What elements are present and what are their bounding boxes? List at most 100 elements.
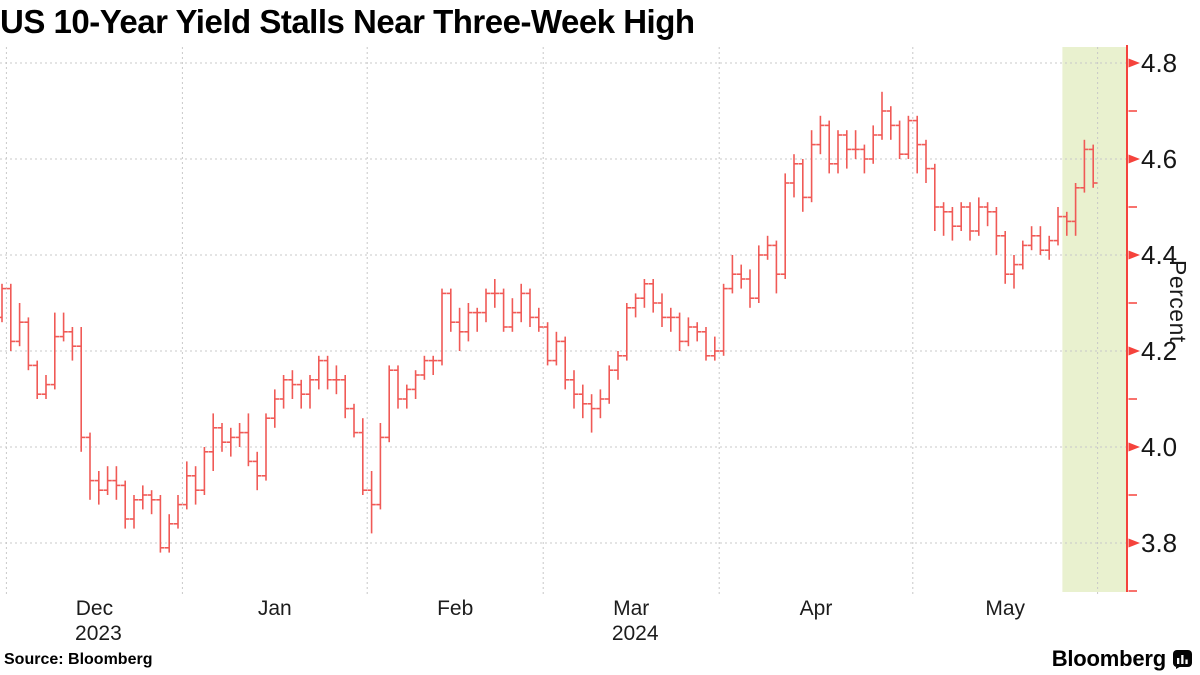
ohlc-bar bbox=[719, 283, 728, 356]
y-axis-arrow bbox=[1128, 58, 1140, 68]
ohlc-bar bbox=[789, 154, 799, 198]
ohlc-bar bbox=[904, 115, 913, 159]
ohlc-bar bbox=[710, 336, 719, 361]
ohlc-bar bbox=[261, 413, 271, 481]
ohlc-bar bbox=[200, 447, 209, 495]
page-title: US 10-Year Yield Stalls Near Three-Week … bbox=[0, 3, 695, 40]
ohlc-bar bbox=[860, 144, 869, 174]
ohlc-bar bbox=[50, 312, 59, 390]
ohlc-bar bbox=[446, 288, 455, 332]
ohlc-bar bbox=[138, 485, 147, 510]
ohlc-bar bbox=[226, 427, 235, 457]
ohlc-bar bbox=[1018, 240, 1027, 270]
ohlc-bar bbox=[552, 331, 561, 366]
ohlc-bar bbox=[596, 389, 605, 419]
ohlc-bar bbox=[288, 370, 297, 399]
ohlc-bar bbox=[913, 115, 922, 174]
y-axis-arrow bbox=[1128, 250, 1140, 260]
bloomberg-wordmark: Bloomberg bbox=[1051, 646, 1167, 671]
ohlc-bar bbox=[965, 202, 975, 241]
ohlc-bar bbox=[939, 202, 948, 236]
ohlc-bar bbox=[349, 403, 359, 438]
ohlc-bar bbox=[15, 303, 24, 347]
ohlc-bar bbox=[1053, 207, 1063, 246]
ohlc-bar bbox=[781, 173, 790, 279]
ohlc-bar bbox=[358, 418, 367, 495]
ohlc-bar bbox=[631, 293, 640, 318]
ohlc-bar bbox=[657, 293, 667, 327]
ohlc-bar bbox=[693, 322, 702, 342]
ohlc-bar bbox=[763, 235, 772, 260]
ohlc-bar bbox=[112, 466, 121, 500]
ohlc-bar bbox=[895, 120, 904, 159]
y-axis-arrow bbox=[1128, 154, 1140, 164]
y-axis-arrow bbox=[1128, 538, 1140, 548]
ohlc-bar bbox=[253, 451, 262, 491]
ohlc-bar bbox=[517, 283, 526, 323]
ohlc-bar bbox=[561, 336, 570, 390]
ohlc-bar bbox=[393, 365, 403, 409]
ohlc-bar bbox=[877, 91, 887, 140]
ohlc-bar bbox=[675, 312, 684, 351]
ohlc-bar bbox=[429, 355, 438, 375]
ohlc-bar bbox=[332, 365, 341, 395]
ohlc-bar bbox=[6, 283, 15, 351]
ohlc-bar bbox=[1001, 231, 1010, 284]
ohlc-bar bbox=[930, 163, 939, 231]
bloomberg-logo: Bloomberg bbox=[1052, 646, 1192, 672]
ohlc-bar bbox=[411, 370, 420, 399]
ohlc-bar bbox=[508, 298, 517, 332]
ohlc-bar bbox=[569, 370, 579, 409]
ohlc-bar bbox=[666, 307, 675, 332]
ohlc-bar bbox=[842, 130, 851, 169]
ohlc-bar bbox=[402, 384, 411, 409]
ohlc-bar bbox=[77, 327, 86, 452]
ohlc-bar bbox=[974, 197, 983, 236]
ohlc-bar bbox=[534, 307, 543, 332]
ohlc-bar bbox=[121, 480, 130, 529]
ohlc-bar bbox=[1009, 255, 1019, 289]
ohlc-bar bbox=[68, 327, 77, 361]
ohlc-bar bbox=[297, 379, 306, 409]
ohlc-bar bbox=[455, 307, 464, 351]
month-label: Jan bbox=[258, 597, 292, 620]
ohlc-bar bbox=[992, 207, 1001, 255]
year-label: 2023 bbox=[75, 622, 122, 645]
ohlc-bar bbox=[129, 495, 139, 529]
ohlc-bar bbox=[833, 130, 843, 174]
ohlc-bar bbox=[385, 365, 394, 443]
ohlc-bar bbox=[341, 375, 350, 419]
ohlc-bar bbox=[420, 355, 429, 380]
source-credit: Source: Bloomberg bbox=[4, 651, 153, 668]
ohlc-bar bbox=[1071, 183, 1080, 236]
ohlc-bar bbox=[851, 130, 860, 159]
ohlc-bar bbox=[244, 413, 253, 467]
ohlc-bar bbox=[33, 360, 42, 399]
ohlc-bar bbox=[684, 317, 693, 347]
ohlc-bar bbox=[825, 120, 834, 174]
ohlc-bar bbox=[464, 303, 473, 342]
ohlc-bar bbox=[622, 303, 631, 361]
ohlc-bar bbox=[543, 322, 552, 366]
ohlc-bar bbox=[314, 355, 323, 390]
ohlc-bar bbox=[473, 307, 482, 332]
ohlc-bar bbox=[323, 355, 332, 390]
ohlc-bar bbox=[59, 312, 68, 342]
ohlc-bar bbox=[578, 384, 587, 419]
ohlc-bar bbox=[1089, 144, 1098, 188]
ohlc-bar bbox=[1036, 226, 1045, 255]
ohlc-bar bbox=[376, 423, 385, 510]
month-label: Apr bbox=[800, 597, 833, 620]
month-label: Dec bbox=[76, 597, 113, 620]
ohlc-bar bbox=[24, 317, 33, 371]
ohlc-bar bbox=[437, 288, 447, 366]
y-tick-label: 4.4 bbox=[1141, 240, 1177, 270]
ohlc-bar bbox=[983, 202, 992, 227]
ohlc-bar bbox=[869, 125, 878, 164]
ohlc-bar bbox=[173, 495, 183, 529]
ohlc-bar bbox=[191, 466, 200, 505]
ohlc-bar bbox=[103, 466, 112, 495]
ohlc-bar bbox=[816, 115, 825, 155]
ohlc-bar bbox=[640, 279, 649, 308]
